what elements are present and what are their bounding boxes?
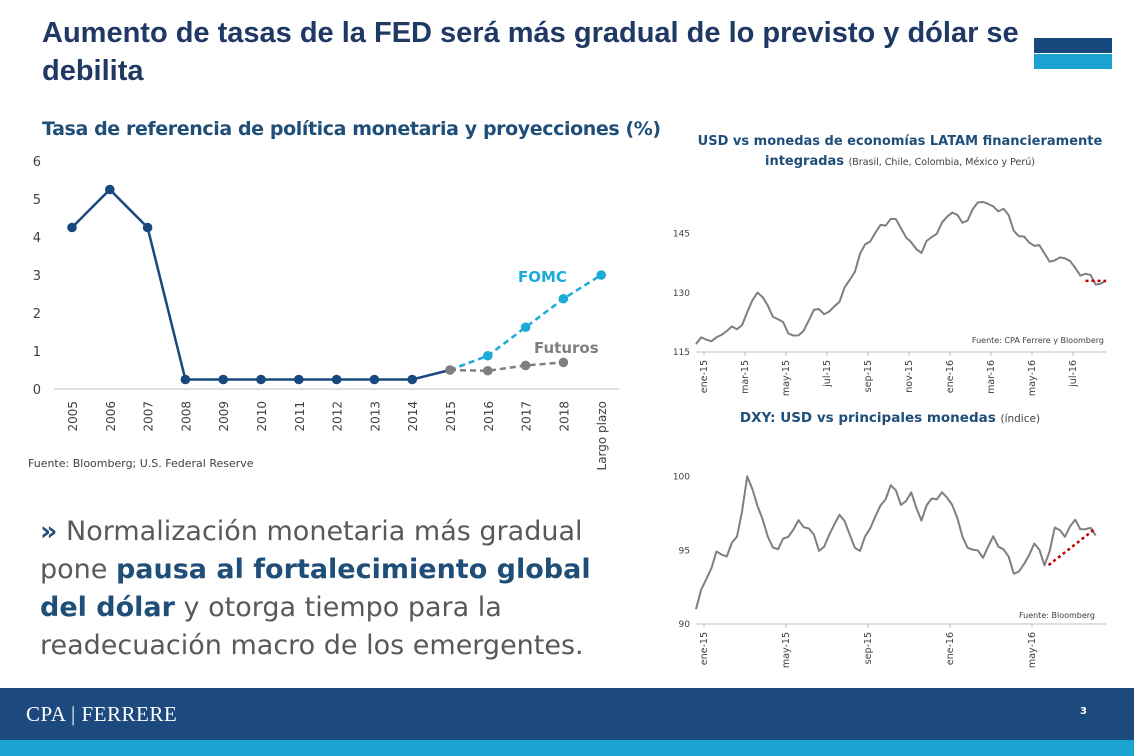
futuros-line: [449, 361, 564, 373]
fomc-point: [520, 322, 531, 333]
x-tick-label: 2011: [293, 401, 307, 432]
y-tick-label: 145: [673, 230, 690, 240]
x-tick-label: may-15: [781, 360, 792, 396]
x-tick-label: nov-15: [904, 360, 915, 393]
x-tick-label: ene-15: [699, 632, 710, 665]
y-tick-label: 90: [679, 620, 691, 630]
x-tick-label: 2018: [557, 401, 571, 432]
latam-chart: 115 130 145 ene-15 mar-15 may-15 jul-15 sep-15 n…: [673, 200, 1107, 396]
y-tick-label: 100: [673, 473, 690, 483]
futuros-point: [445, 365, 455, 375]
actual-rate-point: [67, 222, 77, 233]
actual-rate-point: [369, 374, 380, 385]
x-tick-label: ene-16: [945, 632, 956, 665]
fomc-point: [596, 270, 606, 280]
y-tick-label: 0: [33, 383, 41, 398]
legend-futuros-label: Futuros: [534, 339, 599, 357]
rate-chart: 0 1 2 3 4 5 6 2005 2006 2007 2008 2009 2010 2011 2012 2…: [33, 155, 620, 470]
page-number: 3: [1080, 706, 1087, 717]
dxy-chart-title: DXY: USD vs principales monedas (índice): [690, 410, 1090, 426]
x-tick-label: 2005: [66, 401, 80, 432]
y-tick-label: 95: [679, 546, 690, 556]
x-tick-label: 2015: [444, 401, 458, 432]
x-tick-label: 2009: [217, 401, 231, 432]
rate-chart-title: Tasa de referencia de política monetaria…: [42, 118, 661, 140]
dxy-chart-source: Fuente: Bloomberg: [1019, 611, 1095, 620]
chevron-bullet: »: [40, 516, 58, 547]
dxy-chart: 90 95 100 ene-15 may-15 sep-15 ene-16 may-16 Fue…: [673, 473, 1106, 668]
series-line: [695, 475, 1097, 610]
x-tick-label: mar-16: [986, 360, 997, 394]
x-tick-label: ene-16: [945, 360, 956, 393]
header-band-dark: [1034, 38, 1112, 53]
body-text: » Normalización monetaria más gradual po…: [40, 513, 600, 665]
trend-line: [1047, 527, 1097, 567]
actual-rate-point: [218, 374, 228, 385]
x-tick-label: ene-15: [699, 360, 710, 393]
dxy-title-main: DXY: USD vs principales monedas: [739, 410, 996, 426]
futuros-point: [520, 360, 531, 371]
dxy-title-sub: (índice): [1000, 413, 1041, 425]
actual-rate-point: [407, 374, 418, 385]
x-tick-label: Largo plazo: [595, 401, 609, 470]
x-tick-label: may-15: [781, 632, 792, 668]
y-tick-label: 4: [33, 231, 41, 246]
fomc-point: [483, 350, 493, 361]
y-tick-label: 3: [33, 269, 41, 284]
latam-chart-title: USD vs monedas de economías LATAM financ…: [690, 132, 1110, 173]
y-tick-label: 2: [33, 307, 41, 322]
series-line: [695, 200, 1107, 345]
x-tick-label: may-16: [1027, 360, 1038, 396]
x-tick-label: 2017: [520, 401, 534, 432]
x-tick-label: sep-15: [863, 632, 874, 664]
x-tick-label: sep-15: [863, 360, 874, 392]
y-tick-label: 5: [33, 193, 41, 208]
footer-accent-bar: [0, 740, 1134, 756]
x-tick-label: 2016: [482, 401, 496, 432]
actual-rate-point: [294, 374, 304, 385]
x-tick-label: 2010: [255, 401, 269, 432]
actual-rate-point: [331, 374, 342, 385]
x-tick-label: mar-15: [740, 360, 751, 394]
company-logo: CPA | FERRERE: [26, 702, 178, 726]
x-tick-label: 2008: [179, 401, 193, 432]
body-part-1: Normalización monetaria más gradual pone: [40, 516, 583, 585]
fomc-point: [558, 293, 569, 304]
x-tick-label: jul-16: [1068, 360, 1079, 388]
y-tick-label: 6: [33, 155, 41, 170]
y-tick-label: 115: [673, 348, 690, 358]
latam-title-sub: (Brasil, Chile, Colombia, México y Perú): [848, 157, 1035, 168]
actual-rate-point: [105, 184, 115, 195]
latam-chart-source: Fuente: CPA Ferrere y Bloomberg: [972, 336, 1104, 345]
body-part-2: y otorga tiempo para la readecuación mac…: [40, 592, 584, 661]
rate-chart-source: Fuente: Bloomberg; U.S. Federal Reserve: [28, 457, 254, 470]
x-tick-label: 2014: [406, 401, 420, 432]
futuros-point: [483, 365, 493, 376]
x-tick-label: may-16: [1027, 632, 1038, 668]
slide-title: Aumento de tasas de la FED será más grad…: [42, 17, 1019, 87]
x-tick-label: 2006: [104, 401, 118, 432]
footer-bar: [0, 688, 1134, 740]
legend-fomc-label: FOMC: [518, 268, 567, 286]
x-tick-label: 2012: [331, 401, 345, 432]
x-tick-label: jul-15: [822, 360, 833, 388]
header-band-light: [1034, 54, 1112, 69]
body-highlight: pausa al fortalecimiento global del dóla…: [40, 554, 591, 623]
actual-rate-point: [142, 222, 153, 233]
y-tick-label: 1: [33, 345, 41, 360]
y-tick-label: 130: [673, 289, 690, 299]
x-tick-label: 2007: [142, 401, 156, 432]
actual-rate-point: [180, 374, 191, 385]
actual-rate-point: [256, 374, 266, 385]
x-tick-label: 2013: [368, 401, 382, 432]
futuros-point: [558, 357, 569, 368]
latam-title-main: USD vs monedas de economías LATAM financ…: [697, 134, 1103, 169]
actual-rate-line: [71, 187, 451, 381]
